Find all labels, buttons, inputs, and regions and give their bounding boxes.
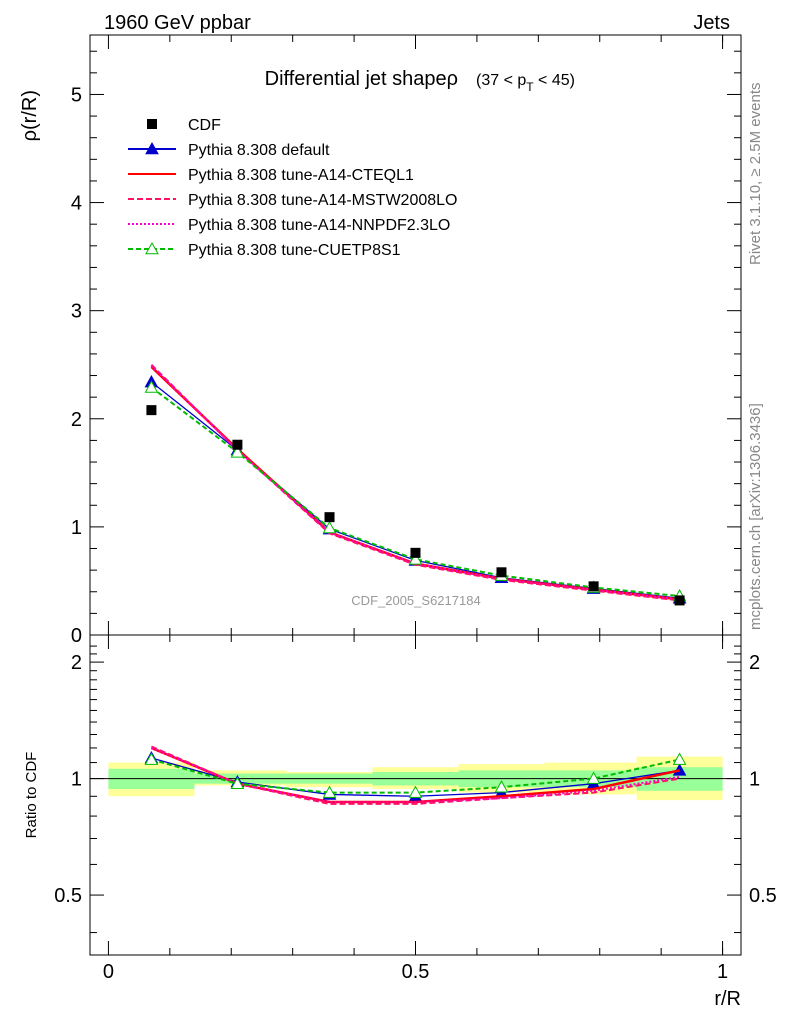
legend-marker bbox=[145, 141, 159, 155]
ratio-series-marker bbox=[322, 785, 337, 798]
ratio-y-tick-label: 1 bbox=[71, 769, 82, 791]
ratio-series-marker bbox=[586, 771, 601, 784]
side-text-upper: Rivet 3.1.10, ≥ 2.5M events bbox=[747, 83, 764, 266]
ratio-series-marker bbox=[408, 785, 423, 798]
x-tick-label: 0 bbox=[103, 961, 114, 983]
ratio-y-tick-label-right: 0.5 bbox=[749, 885, 777, 907]
series-marker bbox=[144, 380, 159, 393]
series-line bbox=[151, 381, 680, 599]
main-panel-data-points bbox=[146, 405, 685, 606]
legend-label: Pythia 8.308 tune-CUETP8S1 bbox=[188, 242, 401, 259]
data-point bbox=[324, 512, 335, 523]
y-tick-label: 3 bbox=[71, 301, 82, 323]
main-title-range-prefix: (37 < p bbox=[476, 72, 526, 89]
y-tick-label: 5 bbox=[71, 84, 82, 106]
x-axis-label: r/R bbox=[714, 988, 741, 1010]
ratio-y-tick-label: 2 bbox=[71, 652, 82, 674]
main-title-range-sub: T bbox=[526, 80, 534, 94]
legend-marker bbox=[147, 119, 157, 129]
ratio-y-tick-label-right: 1 bbox=[749, 769, 760, 791]
x-tick-label: 1 bbox=[717, 961, 728, 983]
side-text-lower: mcplots.cern.ch [arXiv:1306.3436] bbox=[747, 403, 764, 630]
y-tick-label: 1 bbox=[71, 517, 82, 539]
ratio-y-tick-label: 0.5 bbox=[54, 885, 82, 907]
main-panel-series bbox=[144, 364, 687, 604]
header-left: 1960 GeV ppbar bbox=[104, 12, 251, 34]
ratio-panel-axes: 0.5 0.5 1 1 2 2 0 0.5 1 bbox=[54, 635, 777, 983]
main-title-range-end: < 45) bbox=[534, 72, 575, 89]
data-point bbox=[496, 567, 507, 578]
main-panel-axes: 0 1 2 3 4 5 bbox=[71, 35, 741, 647]
y-tick-label: 4 bbox=[71, 193, 82, 215]
legend-label: CDF bbox=[188, 117, 221, 134]
data-point bbox=[410, 547, 421, 558]
ratio-y-axis-label: Ratio to CDF bbox=[23, 752, 40, 839]
main-y-axis-label: ρ(r/R) bbox=[19, 90, 41, 141]
y-tick-label: 0 bbox=[71, 625, 82, 647]
data-point bbox=[588, 581, 599, 592]
ratio-panel-frame bbox=[89, 634, 742, 956]
data-point bbox=[146, 405, 157, 416]
ratio-series-marker bbox=[230, 776, 245, 789]
main-panel: 0 1 2 3 4 5 ρ(r/R) Differential jet shapeρ (3… bbox=[19, 34, 742, 647]
x-tick-label: 0.5 bbox=[402, 961, 430, 983]
y-tick-label: 2 bbox=[71, 409, 82, 431]
data-point bbox=[674, 595, 685, 606]
legend-label: Pythia 8.308 tune-A14-CTEQL1 bbox=[188, 167, 414, 184]
ratio-series-marker bbox=[494, 780, 509, 793]
legend-marker bbox=[145, 241, 159, 255]
ratio-panel: 0.5 0.5 1 1 2 2 0 0.5 1 Ratio to CDF r/R bbox=[23, 634, 777, 1010]
ratio-panel-series bbox=[144, 745, 687, 805]
ratio-y-tick-label-right: 2 bbox=[749, 652, 760, 674]
ratio-panel-uncertainty-bands bbox=[90, 756, 741, 801]
header-right: Jets bbox=[693, 12, 730, 34]
legend-label: Pythia 8.308 tune-A14-MSTW2008LO bbox=[188, 192, 457, 209]
legend-label: Pythia 8.308 default bbox=[188, 142, 330, 159]
series-marker bbox=[230, 445, 245, 458]
main-title: Differential jet shapeρ bbox=[265, 68, 458, 90]
data-point bbox=[232, 439, 243, 450]
ratio-series-marker bbox=[144, 752, 159, 765]
ratio-series-marker bbox=[672, 752, 687, 765]
series-marker bbox=[408, 552, 423, 565]
legend-label: Pythia 8.308 tune-A14-NNPDF2.3LO bbox=[188, 217, 450, 234]
main-title-range: (37 < pT < 45) bbox=[476, 72, 575, 94]
series-line bbox=[150, 364, 680, 602]
analysis-watermark: CDF_2005_S6217184 bbox=[351, 593, 480, 608]
legend: CDF Pythia 8.308 default Pythia 8.308 tune… bbox=[128, 117, 457, 259]
series-marker bbox=[322, 520, 337, 534]
